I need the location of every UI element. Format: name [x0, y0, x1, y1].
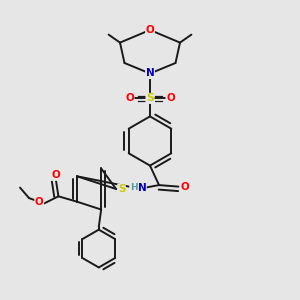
Text: O: O — [35, 197, 44, 207]
Text: N: N — [146, 68, 154, 79]
Text: H: H — [130, 183, 137, 192]
Text: O: O — [166, 93, 175, 103]
Text: O: O — [180, 182, 189, 192]
Text: S: S — [146, 93, 154, 103]
Text: O: O — [146, 25, 154, 35]
Text: O: O — [125, 93, 134, 103]
Text: S: S — [118, 184, 125, 194]
Text: O: O — [51, 170, 60, 180]
Text: N: N — [137, 183, 146, 193]
